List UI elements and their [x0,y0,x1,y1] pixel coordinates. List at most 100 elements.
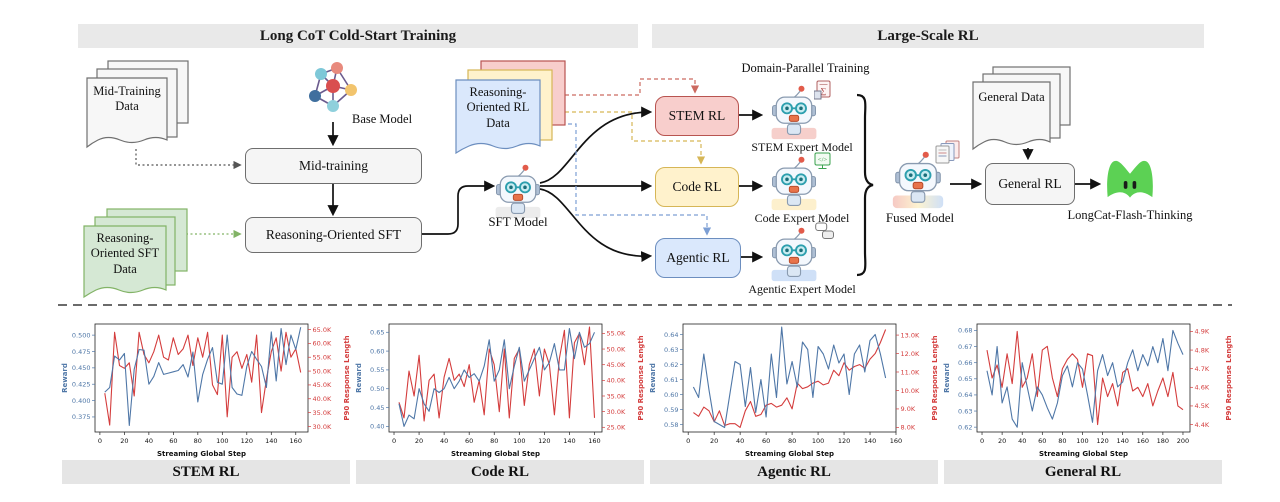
svg-text:160: 160 [890,437,902,445]
longcat-logo-icon [1104,156,1156,204]
svg-text:0: 0 [392,437,396,445]
svg-text:Streaming Global Step: Streaming Global Step [745,450,834,458]
svg-text:∑: ∑ [821,87,827,96]
svg-text:140: 140 [864,437,876,445]
svg-text:120: 120 [241,437,253,445]
svg-text:55.0K: 55.0K [313,354,332,362]
svg-text:40: 40 [1018,437,1026,445]
svg-text:120: 120 [838,437,850,445]
doc-label: Reasoning-Oriented SFT Data [90,231,160,276]
svg-text:8.0K: 8.0K [901,424,916,432]
svg-text:40: 40 [736,437,744,445]
svg-text:35.0K: 35.0K [313,409,332,417]
svg-text:0.40: 0.40 [370,423,384,431]
svg-text:40: 40 [145,437,153,445]
svg-text:80: 80 [194,437,202,445]
longcat-label: LongCat-Flash-Thinking [1067,208,1193,222]
svg-text:0.60: 0.60 [664,391,678,399]
base-model-icon [303,60,363,120]
general-data-doc: General Data [972,66,1072,154]
reasoning-rl-data-doc: Reasoning-Oriented RL Data [455,60,567,160]
svg-text:160: 160 [290,437,302,445]
svg-text:0.67: 0.67 [958,343,972,351]
svg-text:160: 160 [1137,437,1149,445]
mid-training-data-doc: Mid-Training Data [86,60,190,152]
svg-text:Reward: Reward [355,363,363,393]
svg-text:25.0K: 25.0K [607,424,626,432]
svg-text:0.61: 0.61 [664,376,678,384]
fused-model-label: Fused Model [885,210,955,225]
agentic-expert-robot-icon [766,222,834,282]
svg-text:120: 120 [1096,437,1108,445]
svg-text:4.4K: 4.4K [1195,421,1210,429]
svg-text:60: 60 [169,437,177,445]
svg-text:0.475: 0.475 [72,348,91,356]
svg-text:55.0K: 55.0K [607,330,626,338]
svg-text:35.0K: 35.0K [607,392,626,400]
svg-text:80: 80 [788,437,796,445]
code-expert-label: Code Expert Model [754,211,850,225]
svg-text:50.0K: 50.0K [313,367,332,375]
svg-text:140: 140 [265,437,277,445]
code-rl-chart: 0 20 40 60 80 100 120 140 160 0.40 0.45 0.50 0.55 0.6… [352,317,646,459]
agentic-rl-box: Agentic RL [655,238,741,278]
svg-text:80: 80 [490,437,498,445]
svg-text:65.0K: 65.0K [313,326,332,334]
svg-text:100: 100 [513,437,525,445]
svg-text:0.50: 0.50 [370,385,384,393]
svg-text:20: 20 [710,437,718,445]
svg-text:11.0K: 11.0K [901,368,920,376]
doc-label: Mid-Training Data [93,84,161,114]
fused-model-robot-icon [888,140,960,209]
sft-model-robot-icon [490,163,546,219]
reasoning-sft-data-doc: Reasoning-Oriented SFT Data [83,208,189,302]
svg-text:45.0K: 45.0K [313,381,332,389]
svg-text:50.0K: 50.0K [607,345,626,353]
svg-text:0.400: 0.400 [72,397,91,405]
stem-rl-chart: 0 20 40 60 80 100 120 140 160 0.375 0.400 0.425 0.45… [58,317,352,459]
footer-label-general-rl: General RL [944,460,1222,484]
code-expert-robot-icon: </> [766,152,831,211]
svg-text:0.64: 0.64 [958,391,972,399]
fused-badge-icon [935,140,960,164]
svg-text:0.55: 0.55 [370,366,384,374]
svg-text:0.68: 0.68 [958,327,972,335]
svg-text:140: 140 [563,437,575,445]
sft-model-label: SFT Model [488,214,548,229]
svg-text:200: 200 [1177,437,1189,445]
svg-text:100: 100 [1076,437,1088,445]
svg-text:0.64: 0.64 [664,331,678,339]
svg-text:100: 100 [812,437,824,445]
brace-icon [856,93,874,277]
svg-text:0.65: 0.65 [958,375,972,383]
domain-parallel-label: Domain-Parallel Training [741,61,870,75]
svg-text:0: 0 [686,437,690,445]
svg-text:60.0K: 60.0K [313,340,332,348]
svg-text:160: 160 [588,437,600,445]
svg-text:Streaming Global Step: Streaming Global Step [157,450,246,458]
svg-text:Reward: Reward [649,363,657,393]
svg-text:Streaming Global Step: Streaming Global Step [1039,450,1128,458]
svg-text:30.0K: 30.0K [313,423,332,431]
svg-text:0.500: 0.500 [72,331,91,339]
svg-text:0.58: 0.58 [664,421,678,429]
agentic-expert-label: Agentic Expert Model [748,282,856,296]
svg-text:180: 180 [1157,437,1169,445]
svg-text:0.425: 0.425 [72,381,91,389]
svg-text:0.65: 0.65 [370,329,384,337]
section-header-cold-start: Long CoT Cold-Start Training [78,24,638,48]
section-header-large-scale-rl: Large-Scale RL [652,24,1204,48]
svg-text:4.7K: 4.7K [1195,365,1210,373]
svg-text:20: 20 [998,437,1006,445]
svg-text:45.0K: 45.0K [607,361,626,369]
svg-text:Streaming Global Step: Streaming Global Step [451,450,540,458]
svg-text:</>: </> [818,157,827,164]
svg-text:60: 60 [762,437,770,445]
agentic-rl-chart: 0 20 40 60 80 100 120 140 160 0.58 0.59 0.60 0.61 0.6… [646,317,940,459]
svg-text:60: 60 [465,437,473,445]
svg-text:60: 60 [1038,437,1046,445]
svg-text:100: 100 [216,437,228,445]
svg-text:0.66: 0.66 [958,359,972,367]
svg-text:P90 Response Length: P90 Response Length [1225,335,1233,420]
